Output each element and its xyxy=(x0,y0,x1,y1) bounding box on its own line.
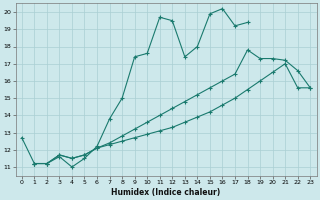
X-axis label: Humidex (Indice chaleur): Humidex (Indice chaleur) xyxy=(111,188,221,197)
